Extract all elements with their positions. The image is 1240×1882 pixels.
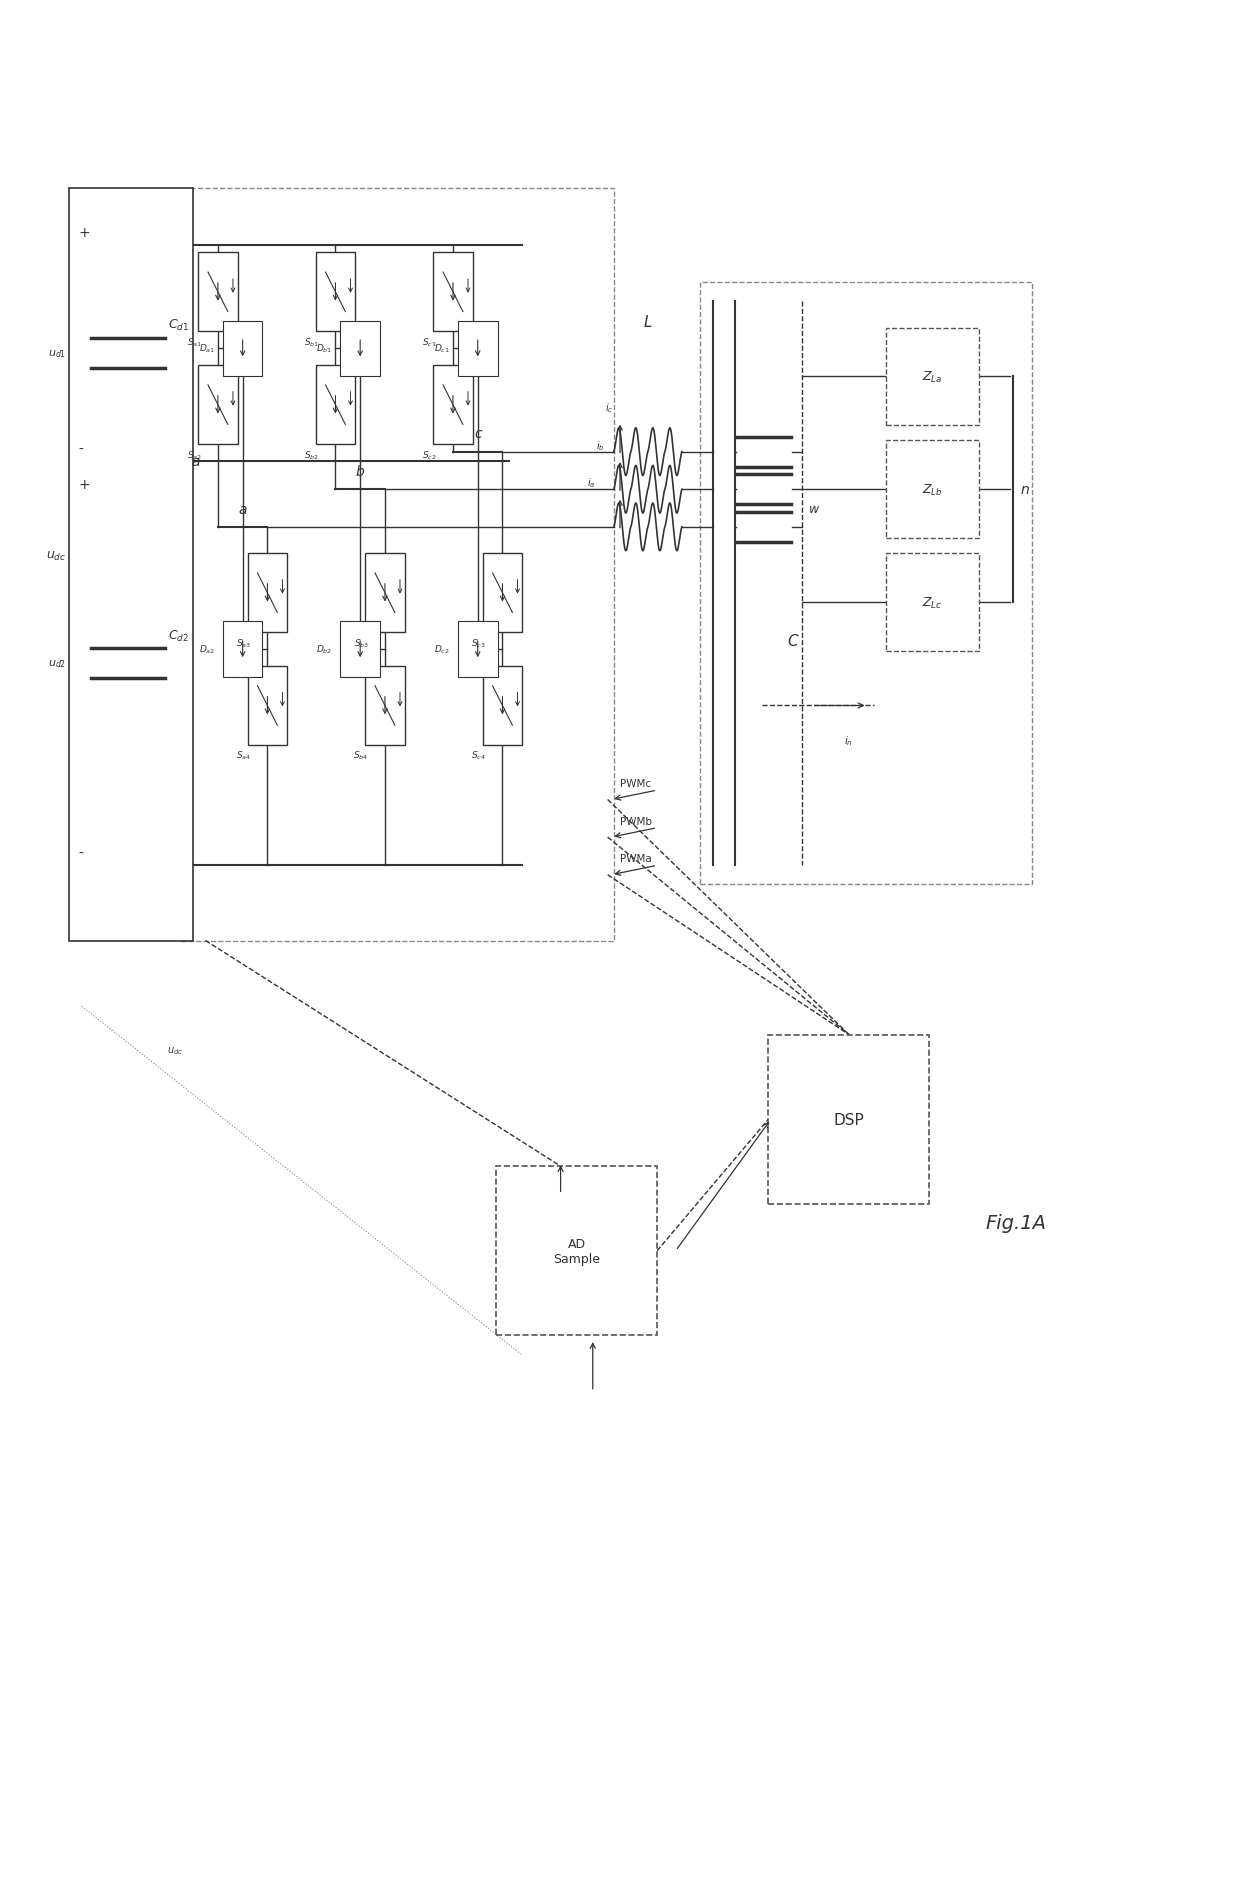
Bar — [433, 365, 472, 444]
Text: $S_{a1}$: $S_{a1}$ — [186, 337, 202, 348]
Bar — [316, 365, 355, 444]
Text: $C_{d2}$: $C_{d2}$ — [167, 629, 188, 644]
Text: $Z_{Lb}$: $Z_{Lb}$ — [923, 482, 942, 497]
Text: b: b — [356, 465, 365, 478]
Bar — [887, 327, 978, 425]
Bar — [341, 322, 379, 376]
Bar — [316, 254, 355, 331]
Text: $w$: $w$ — [808, 502, 821, 516]
Text: $S_{c3}$: $S_{c3}$ — [471, 636, 486, 649]
Bar — [341, 623, 379, 678]
Text: $u_{d1}$: $u_{d1}$ — [48, 348, 67, 359]
Text: $S_{b3}$: $S_{b3}$ — [353, 636, 368, 649]
Text: $D_{a1}$: $D_{a1}$ — [198, 343, 215, 356]
Bar — [365, 666, 404, 745]
Bar — [701, 284, 1032, 885]
Text: $i_a$: $i_a$ — [588, 476, 595, 489]
Text: $S_{c2}$: $S_{c2}$ — [422, 448, 436, 461]
Bar — [223, 322, 263, 376]
Text: $u_{dc}$: $u_{dc}$ — [46, 550, 66, 563]
Text: $S_{b1}$: $S_{b1}$ — [304, 337, 319, 348]
Text: PWMa: PWMa — [620, 854, 652, 864]
Text: $C$: $C$ — [787, 632, 800, 647]
Text: $D_{c2}$: $D_{c2}$ — [434, 644, 450, 657]
Text: $i_n$: $i_n$ — [844, 734, 853, 747]
Text: $u_{d2}$: $u_{d2}$ — [48, 659, 67, 670]
Bar — [496, 1167, 657, 1336]
Bar — [769, 1035, 929, 1204]
Bar — [198, 254, 238, 331]
Text: a: a — [192, 455, 201, 469]
Text: $D_{c1}$: $D_{c1}$ — [434, 343, 450, 356]
Text: $i_b$: $i_b$ — [596, 439, 605, 452]
Text: $S_{c4}$: $S_{c4}$ — [471, 749, 486, 762]
Text: a: a — [238, 502, 247, 516]
Text: $S_{a3}$: $S_{a3}$ — [236, 636, 252, 649]
Bar — [433, 254, 472, 331]
Text: $S_{c1}$: $S_{c1}$ — [422, 337, 436, 348]
Text: $Z_{Lc}$: $Z_{Lc}$ — [923, 595, 942, 610]
Text: +: + — [78, 478, 89, 491]
Text: $L$: $L$ — [644, 314, 652, 329]
Text: +: + — [78, 226, 89, 241]
Text: $S_{b2}$: $S_{b2}$ — [304, 448, 319, 461]
Text: $S_{a4}$: $S_{a4}$ — [236, 749, 252, 762]
Bar — [223, 623, 263, 678]
Bar — [69, 190, 193, 941]
Text: $i_c$: $i_c$ — [605, 401, 613, 414]
Text: $S_{b4}$: $S_{b4}$ — [353, 749, 368, 762]
Bar — [482, 553, 522, 632]
Text: $Z_{La}$: $Z_{La}$ — [923, 369, 942, 384]
Bar — [458, 322, 497, 376]
Bar — [482, 666, 522, 745]
Text: -: - — [78, 847, 83, 860]
Bar — [887, 553, 978, 651]
Text: $D_{b1}$: $D_{b1}$ — [316, 343, 332, 356]
Text: $n$: $n$ — [1019, 484, 1029, 497]
Text: PWMb: PWMb — [620, 817, 652, 826]
Text: DSP: DSP — [833, 1112, 864, 1127]
Bar — [887, 440, 978, 538]
Text: AD
Sample: AD Sample — [553, 1236, 600, 1265]
Bar — [365, 553, 404, 632]
Text: Fig.1A: Fig.1A — [986, 1214, 1047, 1233]
Bar — [248, 553, 288, 632]
Bar — [198, 365, 238, 444]
Text: PWMc: PWMc — [620, 779, 651, 789]
Text: -: - — [78, 442, 83, 455]
Text: c: c — [474, 427, 481, 440]
Text: $S_{a2}$: $S_{a2}$ — [187, 448, 202, 461]
Text: $D_{a2}$: $D_{a2}$ — [198, 644, 215, 657]
Bar — [248, 666, 288, 745]
Bar — [181, 190, 614, 941]
Bar — [458, 623, 497, 678]
Text: $C_{d1}$: $C_{d1}$ — [167, 318, 188, 333]
Text: $D_{b2}$: $D_{b2}$ — [316, 644, 332, 657]
Text: $u_{dc}$: $u_{dc}$ — [166, 1045, 182, 1056]
